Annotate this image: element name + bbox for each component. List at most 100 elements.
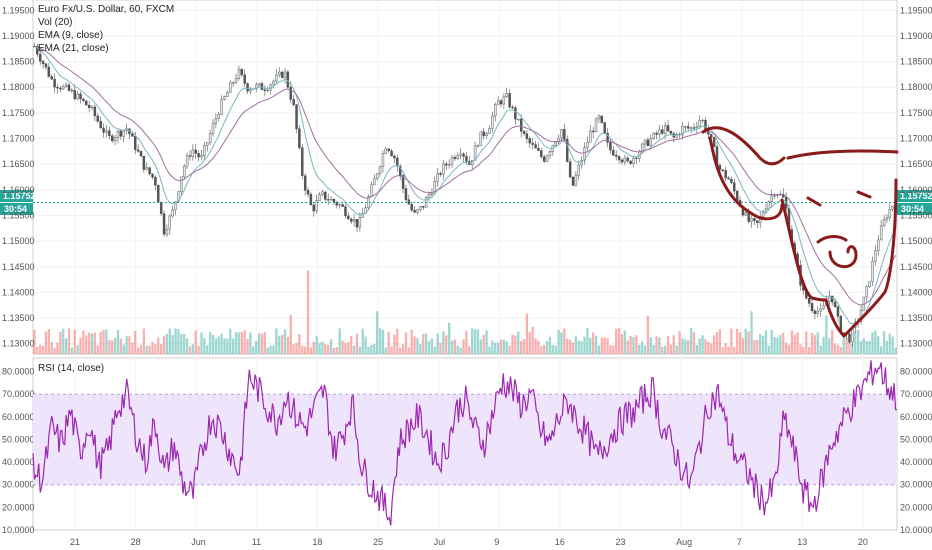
candle-body <box>70 89 74 92</box>
price-tick-right: 1.13500 <box>900 313 932 323</box>
volume-bar <box>790 330 794 354</box>
rsi-tick-right: 40.0000 <box>900 457 932 467</box>
volume-bar <box>635 335 638 354</box>
candle-body <box>661 129 664 134</box>
volume-bar <box>162 336 166 354</box>
volume-bar <box>692 331 696 354</box>
candle-body <box>761 212 765 217</box>
volume-bar <box>197 345 200 354</box>
volume-bar <box>211 334 215 354</box>
volume-bar <box>50 342 53 354</box>
volume-bar <box>41 345 45 354</box>
volume-bar <box>698 338 701 354</box>
volume-bar <box>764 330 768 354</box>
volume-bar <box>427 341 431 354</box>
volume-bar <box>750 311 753 354</box>
candle-body <box>246 83 249 92</box>
candle-body <box>882 219 886 227</box>
volume-bar <box>813 335 817 354</box>
candle-body <box>191 149 195 157</box>
candle-body <box>36 46 39 55</box>
price-tick-right: 1.13000 <box>900 339 932 349</box>
candle-body <box>560 129 563 139</box>
candle-body <box>286 71 290 88</box>
volume-bar <box>399 347 402 354</box>
candle-body <box>162 213 166 235</box>
volume-bar <box>724 342 727 354</box>
volume-bar <box>410 329 413 354</box>
candle-body <box>750 218 753 222</box>
price-tick-right: 1.16000 <box>900 185 932 195</box>
price-tick-left: 1.19000 <box>2 31 35 41</box>
volume-bar <box>448 322 451 354</box>
candle-body <box>177 191 180 202</box>
volume-bar <box>666 335 670 354</box>
candle-body <box>848 333 851 343</box>
candle-body <box>151 173 154 178</box>
volume-bar <box>882 331 886 354</box>
candle-body <box>701 119 704 122</box>
volume-bar <box>485 330 488 354</box>
volume-bar <box>574 336 578 354</box>
bull-left-cheek <box>780 198 828 302</box>
volume-bar <box>828 338 831 354</box>
candle-body <box>695 126 699 129</box>
volume-bar <box>494 342 497 354</box>
volume-bar <box>623 330 626 354</box>
candle-body <box>338 204 341 206</box>
volume-bar <box>327 344 330 354</box>
volume-bar <box>148 345 151 354</box>
volume-bar <box>615 328 618 354</box>
candle-body <box>813 310 817 314</box>
candle-body <box>159 201 163 214</box>
candle-body <box>658 129 661 135</box>
volume-bar <box>511 334 514 354</box>
candle-body <box>453 156 457 159</box>
candle-body <box>885 217 889 220</box>
volume-bar <box>839 347 842 354</box>
price-tick-right: 1.19500 <box>900 5 932 15</box>
volume-bar <box>629 336 632 354</box>
candle-body <box>82 98 85 102</box>
volume-bar <box>583 336 586 354</box>
volume-bar <box>718 329 722 354</box>
volume-bar <box>568 339 572 354</box>
candle-body <box>534 144 537 149</box>
price-tick-left: 1.19500 <box>2 5 35 15</box>
candle-body <box>891 205 894 210</box>
volume-bar <box>47 329 50 354</box>
volume-bar <box>240 332 243 354</box>
candle-body <box>649 138 652 146</box>
candle-body <box>312 204 316 212</box>
volume-bar <box>528 331 531 354</box>
candle-body <box>79 93 82 100</box>
volume-bar <box>825 315 828 354</box>
volume-bar <box>681 338 684 354</box>
volume-bar <box>70 347 74 354</box>
time-tick: 23 <box>615 537 625 547</box>
candle-body <box>326 199 330 201</box>
volume-bar <box>672 335 675 354</box>
candle-body <box>157 185 160 203</box>
ema-9-line <box>34 45 897 325</box>
candle-body <box>96 115 100 122</box>
volume-bar <box>352 345 356 354</box>
volume-bar <box>721 347 724 354</box>
price-pane[interactable] <box>32 0 898 355</box>
volume-bar <box>341 340 344 354</box>
volume-bar <box>208 332 212 354</box>
volume-bar <box>79 337 82 354</box>
candle-body <box>73 89 76 100</box>
candle-body <box>591 130 595 133</box>
price-tick-left: 1.17000 <box>2 134 35 144</box>
candle-body <box>390 150 393 157</box>
candle-body <box>234 78 238 83</box>
time-tick: 28 <box>131 537 141 547</box>
volume-bar <box>252 346 255 354</box>
candle-body <box>272 80 275 85</box>
countdown-left: 30:54 <box>4 204 27 214</box>
candle-body <box>110 135 114 142</box>
volume-bar <box>136 347 140 354</box>
candle-body <box>554 141 557 146</box>
